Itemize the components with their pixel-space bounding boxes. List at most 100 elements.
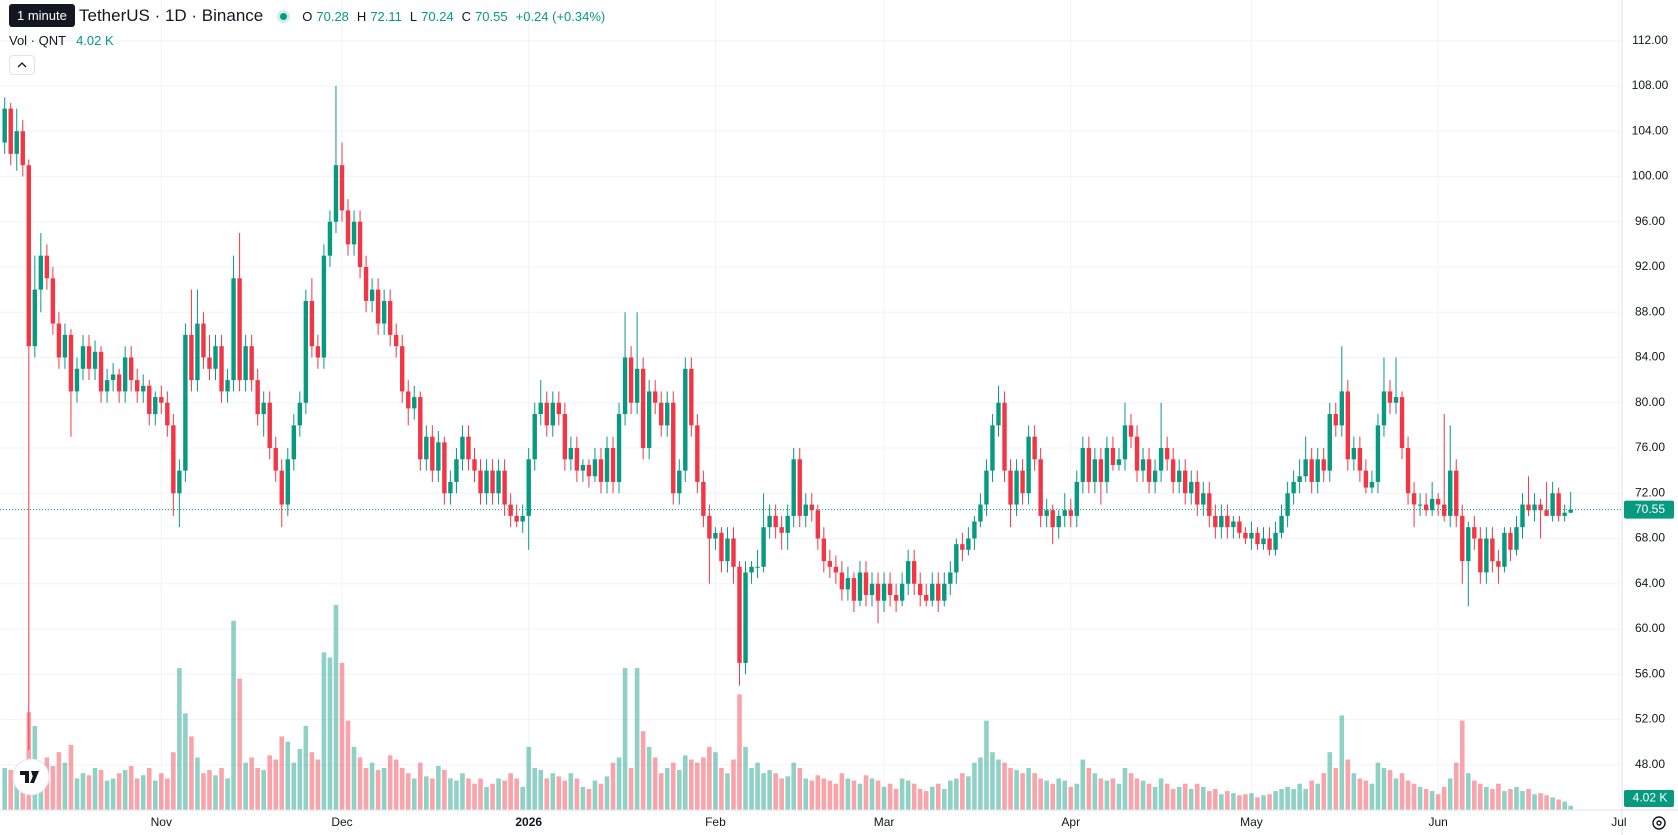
candle-body <box>1044 510 1049 516</box>
volume-bar <box>923 791 929 810</box>
candle-body <box>1026 436 1031 494</box>
candle-body <box>273 447 278 471</box>
candle-body <box>863 572 869 596</box>
candle-body <box>1068 510 1073 516</box>
market-status-dot <box>280 12 288 20</box>
volume-value: 4.02 K <box>76 33 114 48</box>
volume-bar <box>140 775 146 810</box>
last-price-badge <box>1624 500 1674 519</box>
candle-body <box>773 515 778 528</box>
volume-title: Vol · QNT <box>9 33 67 48</box>
y-tick-label: 56.00 <box>1635 666 1665 680</box>
candle-body <box>472 459 477 471</box>
volume-bar <box>646 746 652 810</box>
y-tick-label: 68.00 <box>1635 531 1665 545</box>
volume-bar <box>1116 783 1122 810</box>
candle-body <box>86 346 92 369</box>
volume-bar <box>731 759 736 810</box>
volume-bar <box>110 778 116 810</box>
volume-bar <box>1514 786 1519 810</box>
volume-bar <box>1381 767 1387 810</box>
volume-bar <box>1351 773 1357 810</box>
volume-bar <box>122 770 128 810</box>
volume-bar <box>713 752 718 810</box>
volume-bar <box>592 780 598 810</box>
volume-bar <box>580 786 586 810</box>
volume-bar <box>225 778 230 810</box>
volume-bar <box>1496 783 1501 810</box>
candle-body <box>20 131 25 166</box>
collapse-icon[interactable] <box>10 56 34 74</box>
volume-bar <box>351 746 357 810</box>
candle-body <box>1110 447 1116 465</box>
candle-body <box>92 351 98 369</box>
candle-body <box>1140 459 1146 471</box>
volume-bar <box>1405 780 1411 810</box>
volume-bar <box>1219 794 1224 810</box>
volume-bar <box>1423 788 1429 810</box>
volume-bar <box>267 755 273 810</box>
volume-bar <box>779 778 784 810</box>
x-tick-label: Feb <box>705 815 726 829</box>
volume-bar <box>478 778 483 810</box>
volume-bar <box>1032 773 1037 810</box>
volume-bar <box>104 780 110 810</box>
volume-bar <box>128 765 134 810</box>
candle-body <box>195 323 200 381</box>
candle-body <box>556 402 562 415</box>
candle-body <box>1104 447 1110 482</box>
volume-bar <box>1556 799 1561 810</box>
volume-bar <box>303 725 309 810</box>
grid <box>0 0 1622 810</box>
volume-bar <box>1225 791 1230 810</box>
candle-body <box>1532 504 1537 511</box>
volume-bar <box>86 775 92 810</box>
candle-body <box>430 436 435 471</box>
y-tick-label: 108.00 <box>1632 78 1669 92</box>
y-tick-label: 52.00 <box>1635 712 1665 726</box>
volume-bar <box>436 765 441 810</box>
volume-bar <box>1002 762 1007 810</box>
collapse-button[interactable] <box>9 55 35 75</box>
candle-body <box>972 521 977 539</box>
volume-bar <box>725 773 730 810</box>
candle-body <box>159 397 164 403</box>
candle-body <box>785 515 790 533</box>
candle-body <box>243 346 248 381</box>
last-price-label: 70.55 <box>1635 502 1665 516</box>
candle-body <box>978 504 983 522</box>
volume-bar <box>1279 788 1284 810</box>
volume-bar <box>1128 773 1134 810</box>
candle-body <box>1381 391 1387 426</box>
volume-bar <box>430 778 435 810</box>
candle-body <box>460 436 465 460</box>
candle-body <box>26 165 31 347</box>
candle-body <box>881 583 887 601</box>
settings-icon[interactable] <box>1652 816 1666 830</box>
volume-bar <box>369 762 375 810</box>
y-tick-label: 72.00 <box>1635 485 1665 499</box>
volume-bar <box>309 752 315 810</box>
volume-bar <box>201 773 206 810</box>
market-status[interactable] <box>277 9 291 23</box>
volume-bar <box>1122 767 1128 810</box>
volume-bar <box>791 762 797 810</box>
volume-bar <box>954 778 959 810</box>
candle-body <box>1291 481 1296 494</box>
volume-bar <box>424 776 429 810</box>
candle-body <box>225 380 230 392</box>
gear-center[interactable] <box>1656 820 1662 826</box>
candle-body <box>279 470 284 505</box>
candle-body <box>285 459 290 505</box>
volume-bar <box>219 767 224 810</box>
symbol[interactable]: TetherUS · 1D · Binance <box>79 6 264 25</box>
candle-body <box>893 595 899 601</box>
volume-bar <box>1008 767 1013 810</box>
gear-outline[interactable] <box>1652 816 1666 830</box>
volume-bar <box>189 736 194 810</box>
volume-bar <box>1315 783 1321 810</box>
candle-body <box>104 380 110 392</box>
volume-bar <box>574 778 580 810</box>
